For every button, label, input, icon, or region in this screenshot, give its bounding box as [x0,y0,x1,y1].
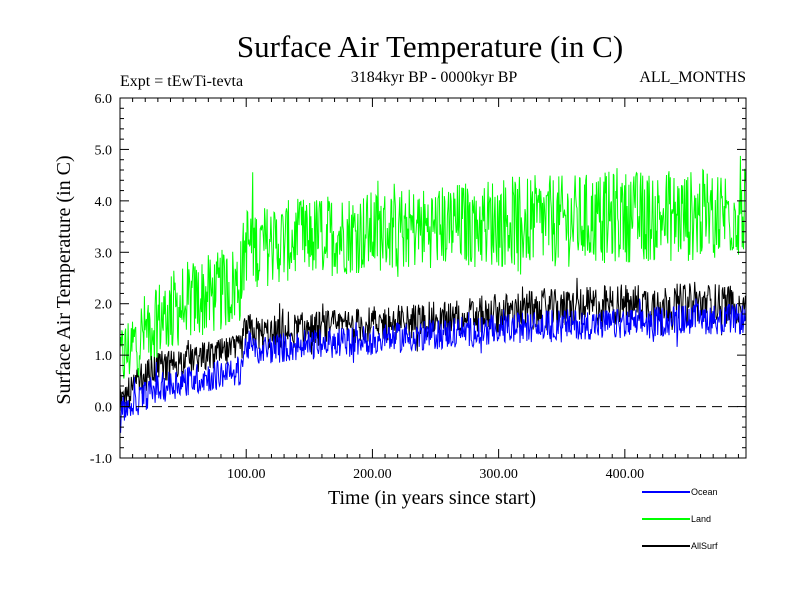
y-tick-label: 5.0 [95,143,113,158]
x-axis-label: Time (in years since start) [328,487,536,509]
experiment-label: Expt = tEwTi-tevta [120,73,243,90]
x-tick-label: 300.00 [479,467,518,482]
series-land-line [119,155,747,379]
chart-title: Surface Air Temperature (in C) [237,29,623,64]
legend-label-ocean: Ocean [691,487,718,497]
y-tick-labels: -1.0 0.0 1.0 2.0 3.0 4.0 5.0 6.0 [90,92,112,467]
x-tick-label: 400.00 [606,467,645,482]
legend-label-land: Land [691,514,711,524]
x-tick-labels: 100.00 200.00 300.00 400.00 [227,467,644,482]
period-label: 3184kyr BP - 0000kyr BP [351,69,518,86]
x-tick-label: 100.00 [227,467,266,482]
y-tick-label: -1.0 [90,452,112,467]
y-tick-label: 2.0 [95,298,113,313]
y-tick-label: 0.0 [95,401,113,416]
legend: Ocean Land AllSurf [642,487,718,551]
axis-ticks [120,98,746,458]
x-tick-label: 200.00 [353,467,392,482]
y-tick-label: 3.0 [95,246,113,261]
series-layer [119,155,747,433]
y-tick-label: 6.0 [95,92,113,107]
plot-frame [119,97,747,459]
series-ocean-line [119,298,747,433]
y-tick-label: 1.0 [95,349,113,364]
months-label: ALL_MONTHS [639,69,746,86]
legend-label-allsurf: AllSurf [691,541,718,551]
y-axis-label: Surface Air Temperature (in C) [53,155,75,404]
y-tick-label: 4.0 [95,195,113,210]
